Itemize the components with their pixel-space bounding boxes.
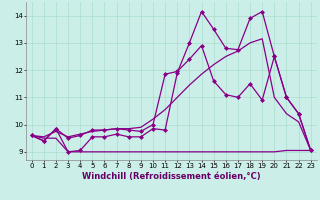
X-axis label: Windchill (Refroidissement éolien,°C): Windchill (Refroidissement éolien,°C) — [82, 172, 260, 181]
